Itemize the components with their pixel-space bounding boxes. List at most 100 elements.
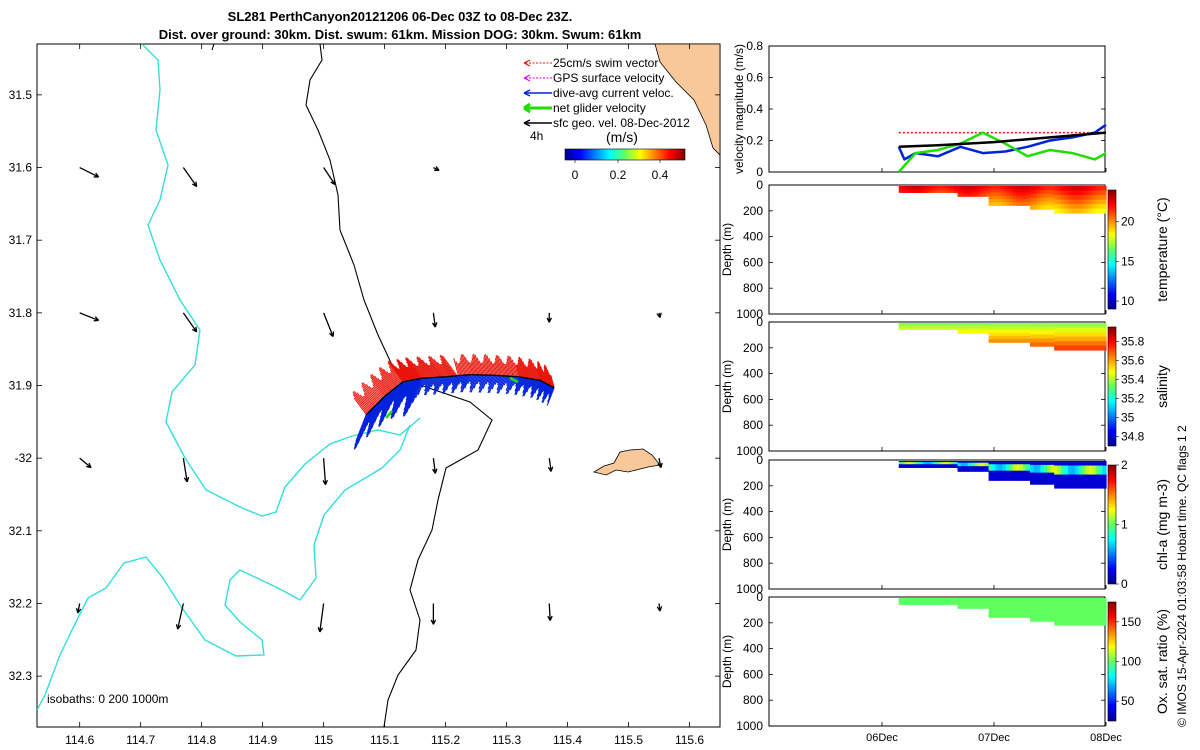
depth-cell <box>992 189 997 193</box>
depth-cell <box>922 325 928 327</box>
geo-vector-arrow <box>430 603 437 625</box>
depth-cell <box>1047 480 1052 485</box>
depth-cell <box>981 606 986 609</box>
depth-cell <box>974 187 979 190</box>
depth-cell <box>1002 470 1007 475</box>
depth-cell <box>995 467 1000 472</box>
depth-cell <box>1102 190 1107 196</box>
depth-cell <box>1005 598 1010 602</box>
depth-cell <box>1009 192 1014 197</box>
depth-cell <box>916 601 921 603</box>
depth-cell <box>985 606 990 609</box>
legend-geo: sfc geo. vel. 08-Dec-2012 <box>523 116 690 130</box>
depth-cell <box>1068 332 1073 338</box>
depth-cell <box>905 188 910 190</box>
isobath-1000m <box>305 44 493 727</box>
map-axis-ticks: 114.6 114.7 114.8 114.9 115 115.1 115.2 115.3 11… <box>9 44 720 747</box>
depth-cell <box>902 326 907 328</box>
depth-cell <box>967 329 972 333</box>
depth-cell <box>943 324 948 326</box>
depth-cell <box>1061 602 1066 608</box>
depth-cell <box>905 463 910 465</box>
depth-cell <box>950 463 955 465</box>
depth-cell <box>1092 616 1097 622</box>
depth-cell <box>964 466 969 469</box>
depth-cell <box>936 599 941 601</box>
depth-cell <box>974 469 979 472</box>
map-colorbar-tick-1: 0.2 <box>610 168 627 182</box>
velocity-ytick-label: 0.6 <box>746 71 763 85</box>
depth-cell <box>1078 190 1083 196</box>
map-xtick-label: 114.7 <box>126 733 155 747</box>
depth-cell <box>1074 479 1079 485</box>
depth-cell <box>1095 199 1100 205</box>
depth-cell <box>1088 479 1093 485</box>
depth-cell <box>943 327 948 329</box>
depth-cell <box>964 326 969 329</box>
depth-cell <box>1057 474 1062 480</box>
depth-cell <box>933 191 938 193</box>
depth-cell <box>898 599 903 601</box>
depth-cell <box>1026 464 1031 468</box>
depth-cell <box>1036 334 1041 339</box>
depth-cell <box>1088 332 1093 338</box>
depth-ytick-label: 400 <box>743 505 763 519</box>
depth-cell <box>1074 461 1079 467</box>
depth-cell <box>1057 190 1062 196</box>
depth-cell <box>916 189 921 191</box>
depth-cell <box>1047 468 1052 474</box>
depth-cell <box>1088 208 1093 214</box>
geo-vector-arrow <box>547 603 553 621</box>
depth-cell <box>1068 474 1073 480</box>
depth-cell <box>1009 477 1014 481</box>
depth-cell <box>1030 480 1035 485</box>
depth-cell <box>947 598 952 600</box>
depth-cell <box>957 467 962 471</box>
depth-cell <box>916 325 921 327</box>
depth-cell <box>971 326 976 329</box>
depth-cell <box>929 325 934 327</box>
depth-cell <box>909 463 914 465</box>
depth-cell <box>912 600 917 602</box>
depth-cell <box>1047 609 1052 614</box>
depth-cell <box>1102 336 1107 342</box>
depth-cell <box>1030 601 1035 607</box>
colorbar-label: temperature (°C) <box>1154 197 1170 301</box>
depth-cell <box>936 191 941 193</box>
depth-cell <box>960 189 966 192</box>
depth-cell <box>1050 617 1055 622</box>
depth-cell <box>912 328 917 330</box>
depth-cell <box>960 469 966 472</box>
depth-cell <box>922 461 928 463</box>
depth-cell <box>1081 345 1086 351</box>
depth-cell <box>1054 323 1059 329</box>
depth-cell <box>1088 461 1093 467</box>
depth-cell <box>1026 329 1031 334</box>
depth-cell <box>1078 474 1083 480</box>
depth-cell <box>1068 483 1073 489</box>
depth-cell <box>1099 323 1104 329</box>
depth-cell <box>974 194 979 197</box>
depth-cell <box>933 186 938 188</box>
depth-cell <box>1023 335 1028 340</box>
depth-cell <box>940 328 945 330</box>
depth-cell <box>1081 483 1086 489</box>
depth-cell <box>1061 611 1066 617</box>
depth-cell <box>898 461 903 463</box>
depth-cell <box>1057 465 1062 471</box>
depth-cell <box>1057 607 1062 613</box>
depth-cell <box>960 606 966 609</box>
depth-cell <box>998 329 1003 334</box>
depth-cell <box>985 461 990 464</box>
depth-cell <box>995 610 1000 615</box>
depth-cell <box>1074 465 1079 471</box>
depth-cell <box>1102 204 1107 210</box>
depth-cell <box>950 600 955 602</box>
depth-cell <box>929 328 934 330</box>
depth-cell <box>919 599 924 601</box>
map-xtick-label: 114.6 <box>65 733 94 747</box>
depth-cell <box>1054 598 1059 604</box>
depth-cell <box>1081 190 1086 196</box>
